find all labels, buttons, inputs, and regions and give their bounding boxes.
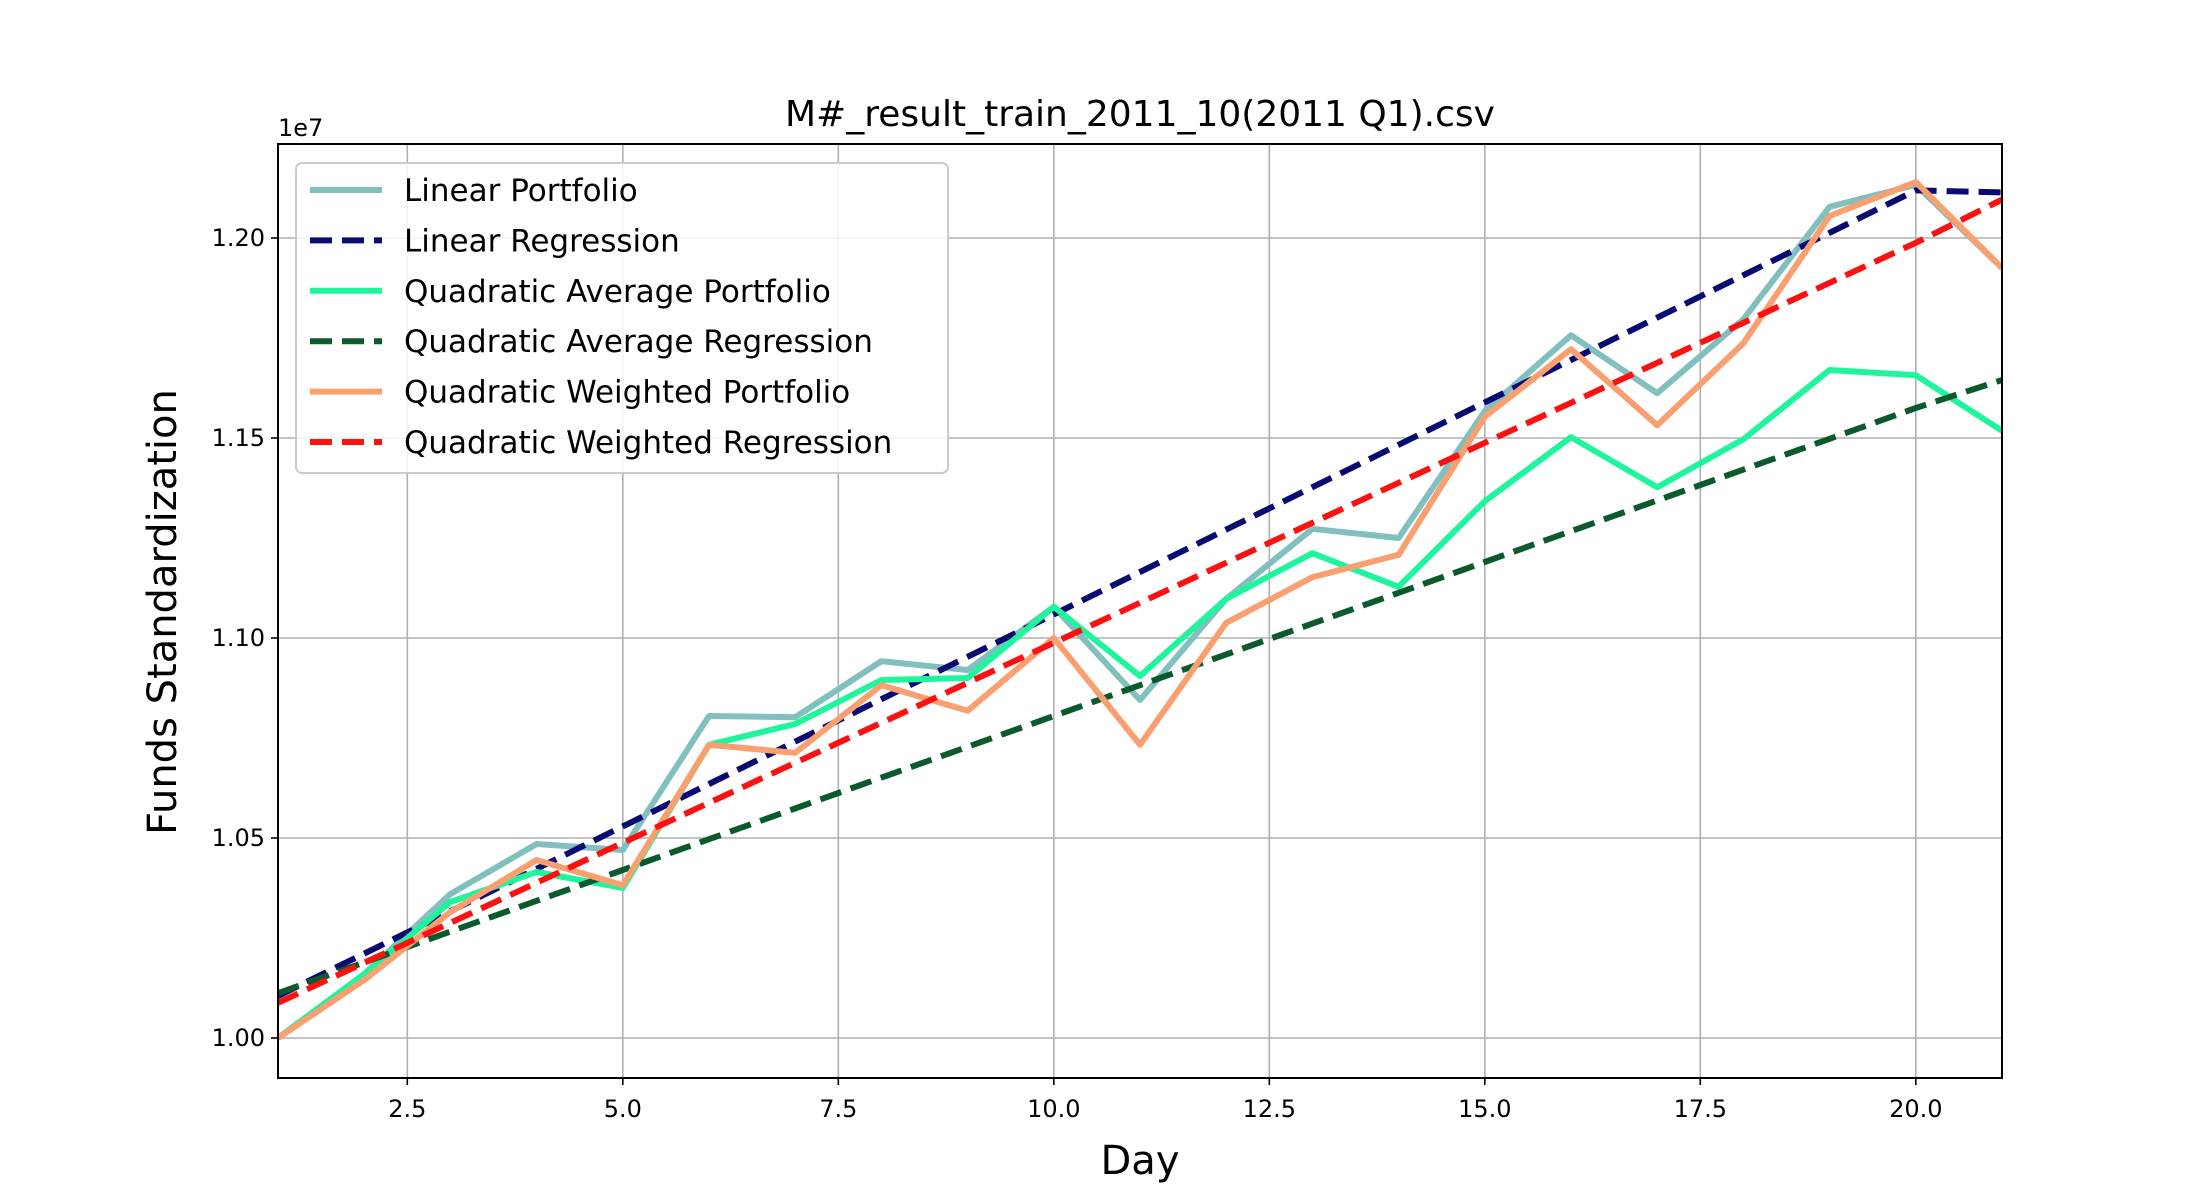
x-tick-label: 12.5 (1243, 1095, 1296, 1123)
legend-label-quadratic-average-regression: Quadratic Average Regression (404, 324, 873, 360)
legend-label-quadratic-weighted-regression: Quadratic Weighted Regression (404, 425, 892, 461)
legend: Linear Portfolio Linear Regression Quadrat… (295, 162, 949, 474)
y-tick-label: 1.15 (212, 424, 265, 452)
y-tick-label: 1.20 (212, 224, 265, 252)
series-line-quadratic-average-regression (278, 377, 2002, 997)
y-tick-label: 1.10 (212, 624, 265, 652)
x-axis-label: Day (1101, 1138, 1180, 1184)
x-tick-label: 10.0 (1027, 1095, 1080, 1123)
x-tick-label: 2.5 (388, 1095, 426, 1123)
y-tick-label: 1.00 (212, 1024, 265, 1052)
x-tick-label: 5.0 (604, 1095, 642, 1123)
legend-label-linear-regression: Linear Regression (404, 223, 680, 259)
y-offset-label: 1e7 (278, 114, 323, 142)
series-line-linear-regression (278, 187, 2002, 999)
y-tick-label: 1.05 (212, 824, 265, 852)
plot-frame (277, 143, 2003, 1079)
series-line-linear-portfolio (278, 181, 2002, 1041)
y-axis-label: Funds Standardization (140, 389, 186, 835)
x-tick-label: 20.0 (1889, 1095, 1942, 1123)
series-line-quadratic-weighted-regression (278, 196, 2002, 1006)
x-tick-label: 7.5 (819, 1095, 857, 1123)
x-tick-label: 15.0 (1458, 1095, 1511, 1123)
legend-label-quadratic-average-portfolio: Quadratic Average Portfolio (404, 274, 831, 310)
x-tick-label: 17.5 (1674, 1095, 1727, 1123)
legend-label-linear-portfolio: Linear Portfolio (404, 173, 638, 209)
chart-title: M#_result_train_2011_10(2011 Q1).csv (785, 94, 1495, 135)
series-layer (278, 179, 2002, 1041)
axis-ticks: 2.5 5.0 7.5 10.0 12.5 15.0 17.5 20.0 1.00 1.05 1.1… (212, 224, 1943, 1123)
legend-items: Linear Portfolio Linear Regression Quadrat… (310, 173, 892, 461)
series-line-quadratic-weighted-portfolio (278, 179, 2002, 1041)
series-line-quadratic-average-portfolio (278, 367, 2002, 1041)
legend-box (295, 162, 949, 474)
legend-label-quadratic-weighted-portfolio: Quadratic Weighted Portfolio (404, 375, 850, 411)
